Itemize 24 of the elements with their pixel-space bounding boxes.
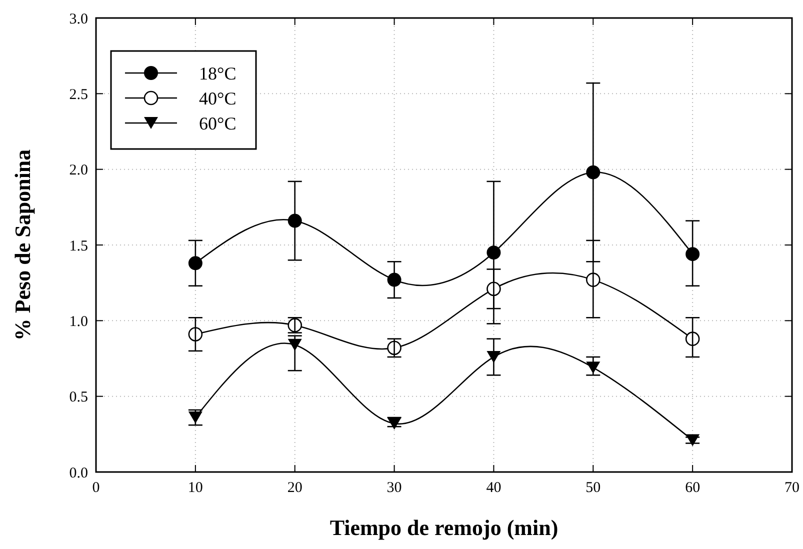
- x-tick-label: 60: [685, 480, 700, 496]
- x-tick-label: 50: [586, 480, 601, 496]
- legend-label: 40°C: [199, 88, 236, 108]
- x-tick-label: 20: [287, 480, 302, 496]
- legend-label: 60°C: [199, 113, 236, 134]
- y-axis-title: % Peso de Saponina: [10, 149, 35, 341]
- y-tick-label: 0.0: [69, 465, 88, 482]
- y-tick-label: 2.0: [69, 162, 88, 179]
- x-tick-label: 10: [188, 480, 203, 496]
- y-tick-label: 3.0: [69, 11, 88, 28]
- point: [686, 247, 700, 262]
- legend-label: 18°C: [199, 63, 236, 84]
- y-tick-label: 1.0: [69, 314, 88, 330]
- point: [685, 332, 700, 346]
- x-tick-label: 40: [486, 480, 502, 496]
- x-tick-label: 30: [386, 480, 402, 496]
- y-tick-label: 2.5: [69, 86, 88, 103]
- y-tick-label: 1.5: [69, 238, 88, 254]
- y-tick-label: 0.5: [69, 390, 88, 406]
- point: [188, 256, 202, 270]
- x-axis-title: Tiempo de remojo (min): [330, 515, 558, 540]
- x-tick-label: 70: [784, 480, 800, 496]
- x-tick-label: 0: [92, 480, 100, 496]
- point: [188, 327, 203, 342]
